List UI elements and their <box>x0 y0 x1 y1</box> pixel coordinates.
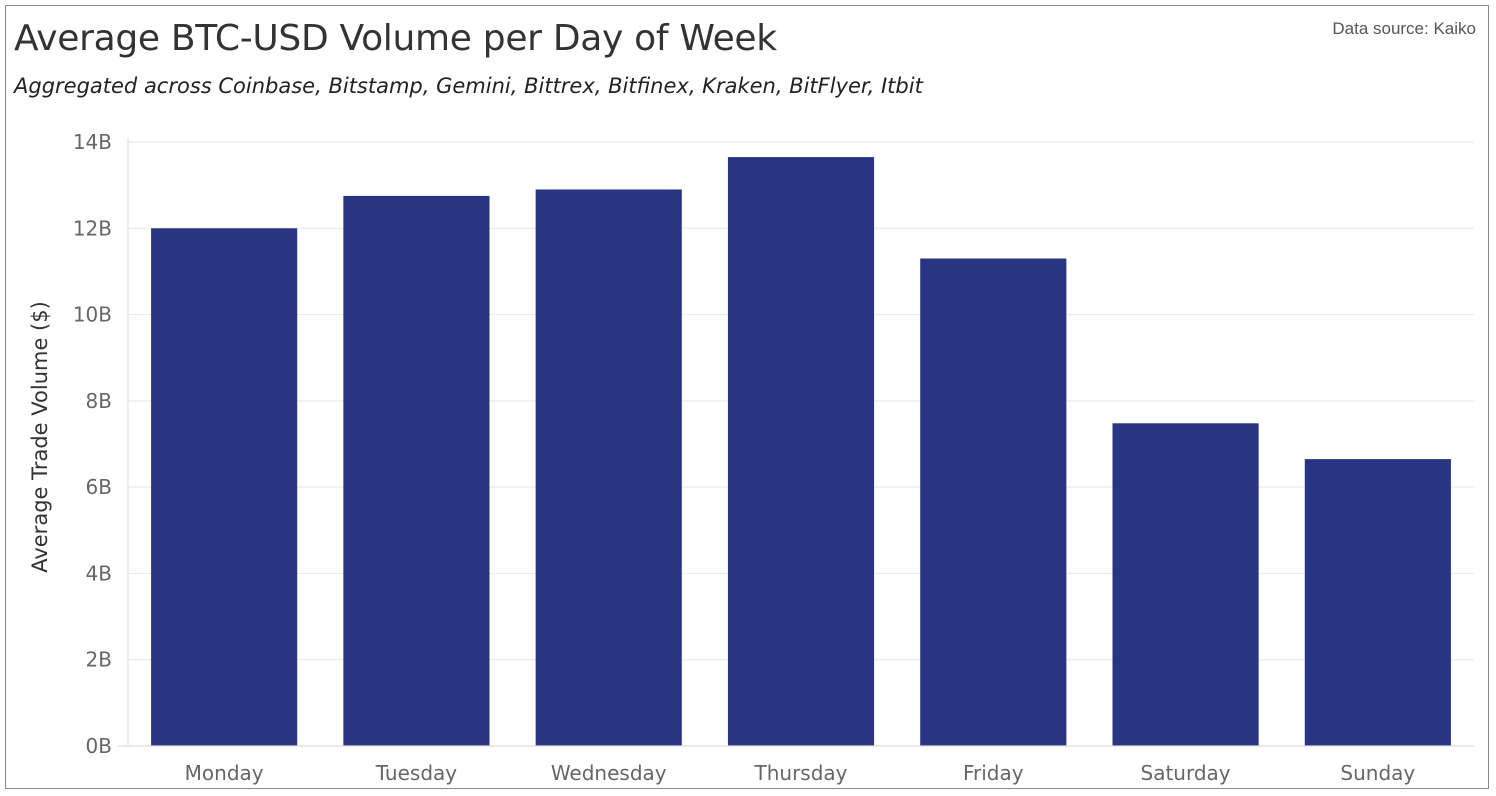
bar-monday <box>151 228 298 747</box>
y-tick-label: 2B <box>86 648 112 672</box>
x-tick-label-sunday: Sunday <box>1340 761 1415 785</box>
bar-saturday <box>1112 423 1259 746</box>
x-tick-label-thursday: Thursday <box>754 761 848 785</box>
y-tick-label: 10B <box>73 303 112 327</box>
bar-thursday <box>727 157 875 747</box>
y-axis-title: Average Trade Volume ($) <box>28 301 52 573</box>
y-tick-label: 0B <box>86 734 112 758</box>
bars-layer <box>151 157 1451 747</box>
x-tick-label-wednesday: Wednesday <box>551 761 667 785</box>
bar-sunday <box>1304 459 1451 746</box>
chart-title: Average BTC-USD Volume per Day of Week <box>14 18 777 59</box>
y-tick-label: 6B <box>86 475 112 499</box>
bar-friday <box>920 258 1067 746</box>
y-tick-label: 8B <box>86 389 112 413</box>
x-tick-label-saturday: Saturday <box>1141 761 1231 785</box>
data-source-label: Data source: Kaiko <box>1332 19 1476 38</box>
y-axis: 0B 2B 4B 6B 8B 10B 12B 14B <box>73 130 129 758</box>
x-tick-label-friday: Friday <box>963 761 1024 785</box>
x-tick-label-tuesday: Tuesday <box>375 761 458 785</box>
x-tick-label-monday: Monday <box>185 761 264 785</box>
x-axis: Monday Tuesday Wednesday Thursday Friday Satu… <box>118 745 1474 785</box>
chart-subtitle: Aggregated across Coinbase, Bitstamp, Ge… <box>14 74 923 98</box>
y-tick-label: 12B <box>73 216 112 240</box>
bar-wednesday <box>535 189 682 746</box>
bar-tuesday <box>343 195 490 746</box>
y-tick-label: 14B <box>73 130 112 154</box>
y-tick-label: 4B <box>86 561 112 585</box>
